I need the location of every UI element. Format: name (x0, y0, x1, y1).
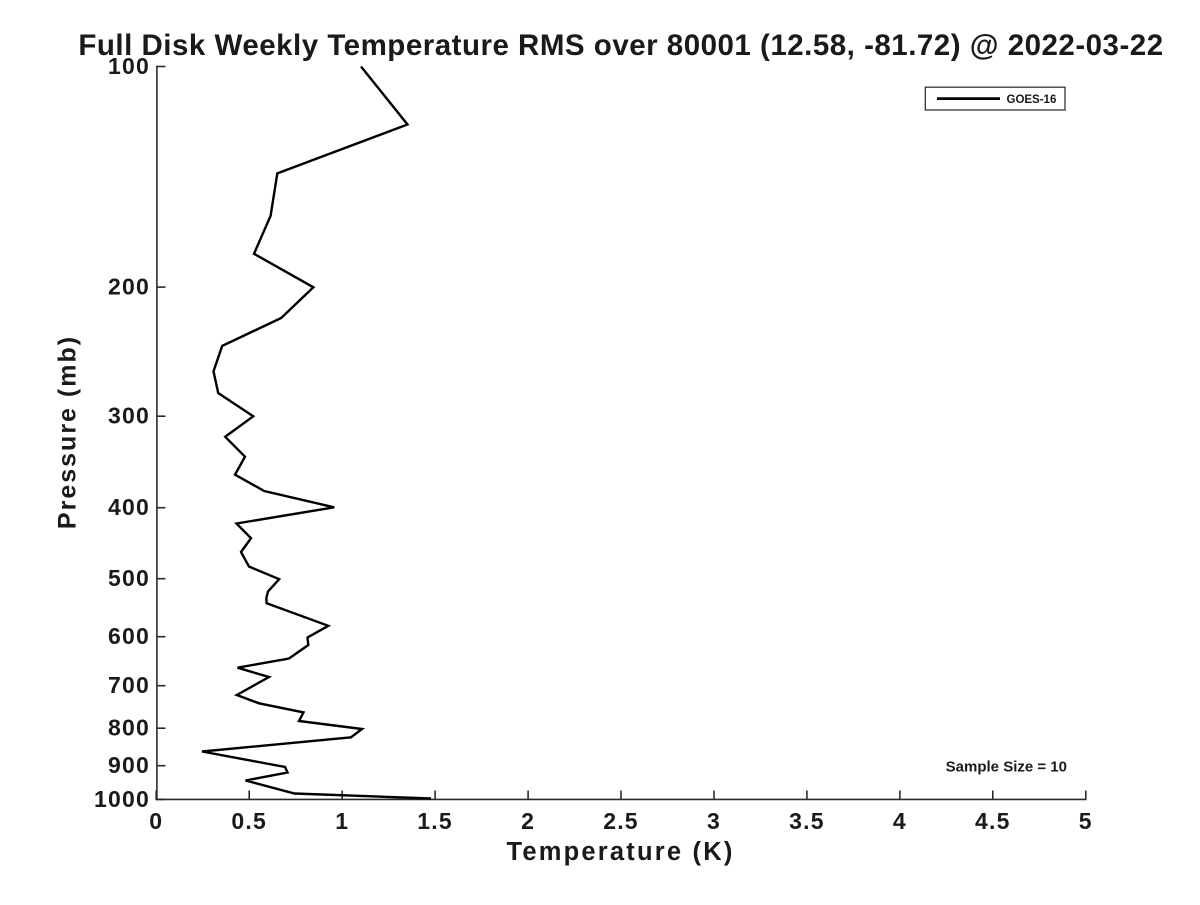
svg-text:900: 900 (108, 752, 150, 778)
svg-text:1: 1 (335, 808, 349, 834)
svg-text:200: 200 (108, 274, 150, 300)
svg-text:2: 2 (521, 808, 535, 834)
svg-text:4: 4 (893, 808, 907, 834)
svg-text:600: 600 (108, 623, 150, 649)
svg-text:400: 400 (108, 494, 150, 520)
svg-text:800: 800 (108, 715, 150, 741)
svg-text:1.5: 1.5 (417, 808, 453, 834)
svg-text:1000: 1000 (94, 786, 150, 812)
svg-text:Sample Size = 10: Sample Size = 10 (946, 759, 1067, 776)
svg-text:Pressure (mb): Pressure (mb) (54, 335, 82, 529)
svg-text:3.5: 3.5 (789, 808, 825, 834)
svg-text:Temperature (K): Temperature (K) (506, 838, 734, 866)
svg-text:100: 100 (108, 53, 150, 79)
svg-text:Full Disk Weekly Temperature R: Full Disk Weekly Temperature RMS over 80… (78, 29, 1163, 62)
svg-text:0.5: 0.5 (231, 808, 267, 834)
svg-text:700: 700 (108, 672, 150, 698)
svg-text:300: 300 (108, 403, 150, 429)
svg-text:500: 500 (108, 565, 150, 591)
svg-text:5: 5 (1079, 808, 1093, 834)
svg-text:GOES-16: GOES-16 (1007, 94, 1057, 106)
svg-text:4.5: 4.5 (975, 808, 1011, 834)
svg-text:2.5: 2.5 (603, 808, 639, 834)
svg-text:3: 3 (707, 808, 721, 834)
svg-text:0: 0 (149, 808, 163, 834)
